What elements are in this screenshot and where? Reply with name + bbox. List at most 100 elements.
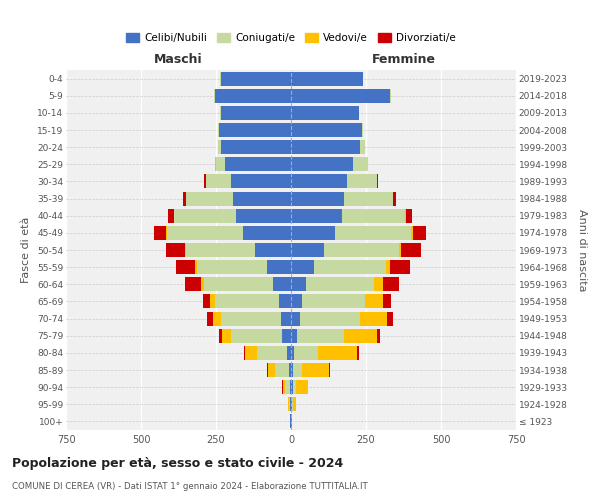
Bar	[291, 294, 302, 308]
Bar	[291, 328, 297, 342]
Bar	[210, 294, 215, 308]
Text: Popolazione per età, sesso e stato civile - 2024: Popolazione per età, sesso e stato civil…	[12, 458, 343, 470]
Text: Maschi: Maschi	[154, 54, 203, 66]
Bar	[329, 363, 330, 377]
Bar	[297, 328, 343, 342]
Bar	[324, 243, 399, 257]
Bar	[221, 72, 291, 86]
Bar	[204, 278, 273, 291]
Bar	[302, 363, 329, 377]
Bar	[314, 260, 386, 274]
Bar	[401, 243, 421, 257]
Bar	[287, 346, 291, 360]
Bar	[221, 312, 281, 326]
Bar	[203, 294, 210, 308]
Bar	[291, 414, 292, 428]
Bar	[377, 328, 380, 342]
Bar	[219, 123, 291, 137]
Bar	[267, 363, 268, 377]
Bar	[255, 243, 291, 257]
Bar	[300, 312, 360, 326]
Bar	[342, 208, 405, 222]
Bar	[176, 260, 195, 274]
Bar	[216, 158, 225, 172]
Bar	[360, 312, 387, 326]
Bar	[377, 174, 378, 188]
Bar	[291, 363, 293, 377]
Bar	[405, 208, 406, 222]
Bar	[291, 312, 300, 326]
Bar	[365, 294, 383, 308]
Bar	[291, 208, 342, 222]
Bar	[318, 346, 357, 360]
Bar	[243, 226, 291, 240]
Bar	[257, 346, 287, 360]
Bar	[291, 226, 335, 240]
Bar	[386, 260, 390, 274]
Bar	[413, 226, 426, 240]
Bar	[306, 278, 373, 291]
Bar	[222, 328, 231, 342]
Bar	[390, 88, 391, 102]
Bar	[168, 208, 174, 222]
Legend: Celibi/Nubili, Coniugati/e, Vedovi/e, Divorziati/e: Celibi/Nubili, Coniugati/e, Vedovi/e, Di…	[122, 28, 460, 47]
Y-axis label: Fasce di età: Fasce di età	[22, 217, 31, 283]
Bar	[221, 140, 291, 154]
Bar	[267, 260, 291, 274]
Bar	[207, 312, 213, 326]
Bar	[290, 414, 291, 428]
Bar	[213, 312, 221, 326]
Bar	[411, 226, 413, 240]
Bar	[360, 140, 365, 154]
Bar	[291, 106, 359, 120]
Bar	[291, 243, 324, 257]
Bar	[383, 278, 399, 291]
Bar	[290, 380, 291, 394]
Bar	[285, 380, 290, 394]
Text: COMUNE DI CEREA (VR) - Dati ISTAT 1° gennaio 2024 - Elaborazione TUTTITALIA.IT: COMUNE DI CEREA (VR) - Dati ISTAT 1° gen…	[12, 482, 368, 491]
Bar	[282, 328, 291, 342]
Bar	[291, 398, 292, 411]
Bar	[353, 158, 367, 172]
Bar	[215, 158, 216, 172]
Bar	[390, 260, 409, 274]
Bar	[289, 398, 290, 411]
Bar	[235, 208, 291, 222]
Bar	[205, 174, 231, 188]
Bar	[281, 312, 291, 326]
Bar	[225, 158, 291, 172]
Bar	[291, 260, 314, 274]
Bar	[291, 380, 293, 394]
Bar	[343, 192, 393, 205]
Bar	[245, 346, 257, 360]
Bar	[383, 294, 391, 308]
Bar	[343, 328, 377, 342]
Bar	[166, 226, 167, 240]
Bar	[279, 294, 291, 308]
Bar	[361, 123, 363, 137]
Bar	[289, 363, 291, 377]
Bar	[219, 328, 222, 342]
Bar	[291, 174, 347, 188]
Bar	[293, 363, 302, 377]
Bar	[220, 106, 221, 120]
Bar	[244, 346, 245, 360]
Bar	[296, 380, 308, 394]
Bar	[406, 208, 412, 222]
Bar	[373, 278, 383, 291]
Bar	[283, 380, 285, 394]
Bar	[293, 380, 296, 394]
Bar	[291, 140, 360, 154]
Bar	[290, 398, 291, 411]
Bar	[291, 346, 294, 360]
Bar	[184, 192, 186, 205]
Bar	[231, 174, 291, 188]
Bar	[204, 174, 205, 188]
Bar	[291, 123, 361, 137]
Bar	[215, 294, 279, 308]
Bar	[387, 312, 393, 326]
Bar	[399, 243, 401, 257]
Bar	[292, 398, 293, 411]
Bar	[214, 88, 215, 102]
Bar	[215, 88, 291, 102]
